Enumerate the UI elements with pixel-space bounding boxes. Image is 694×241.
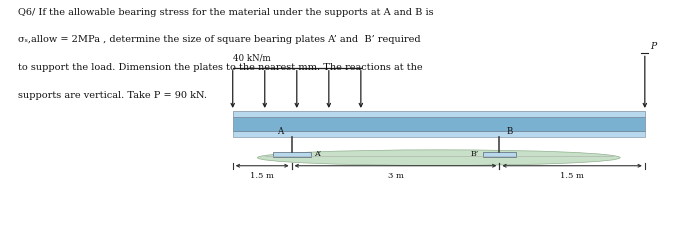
Bar [483,152,516,157]
Text: A: A [277,127,283,136]
Bar [232,117,645,131]
Text: 1.5 m: 1.5 m [251,173,274,181]
Text: B’: B’ [471,150,479,158]
Text: 40 kN/m: 40 kN/m [232,54,271,63]
Text: supports are vertical. Take P = 90 kN.: supports are vertical. Take P = 90 kN. [18,91,207,100]
Text: 1.5 m: 1.5 m [560,173,584,181]
Bar [232,111,645,117]
Text: to support the load. Dimension the plates to the nearest mm. The reactions at th: to support the load. Dimension the plate… [18,63,423,72]
Text: Q6/ If the allowable bearing stress for the material under the supports at A and: Q6/ If the allowable bearing stress for … [18,8,434,17]
Ellipse shape [257,150,620,165]
Text: 3 m: 3 m [387,173,403,181]
Text: σₛ,allow = 2MPa , determine the size of square bearing plates A’ and  B’ require: σₛ,allow = 2MPa , determine the size of … [18,35,421,44]
Text: P: P [650,42,657,51]
Text: A’: A’ [314,150,321,158]
Bar [232,131,645,137]
Bar [273,152,311,157]
Text: B: B [507,127,513,136]
